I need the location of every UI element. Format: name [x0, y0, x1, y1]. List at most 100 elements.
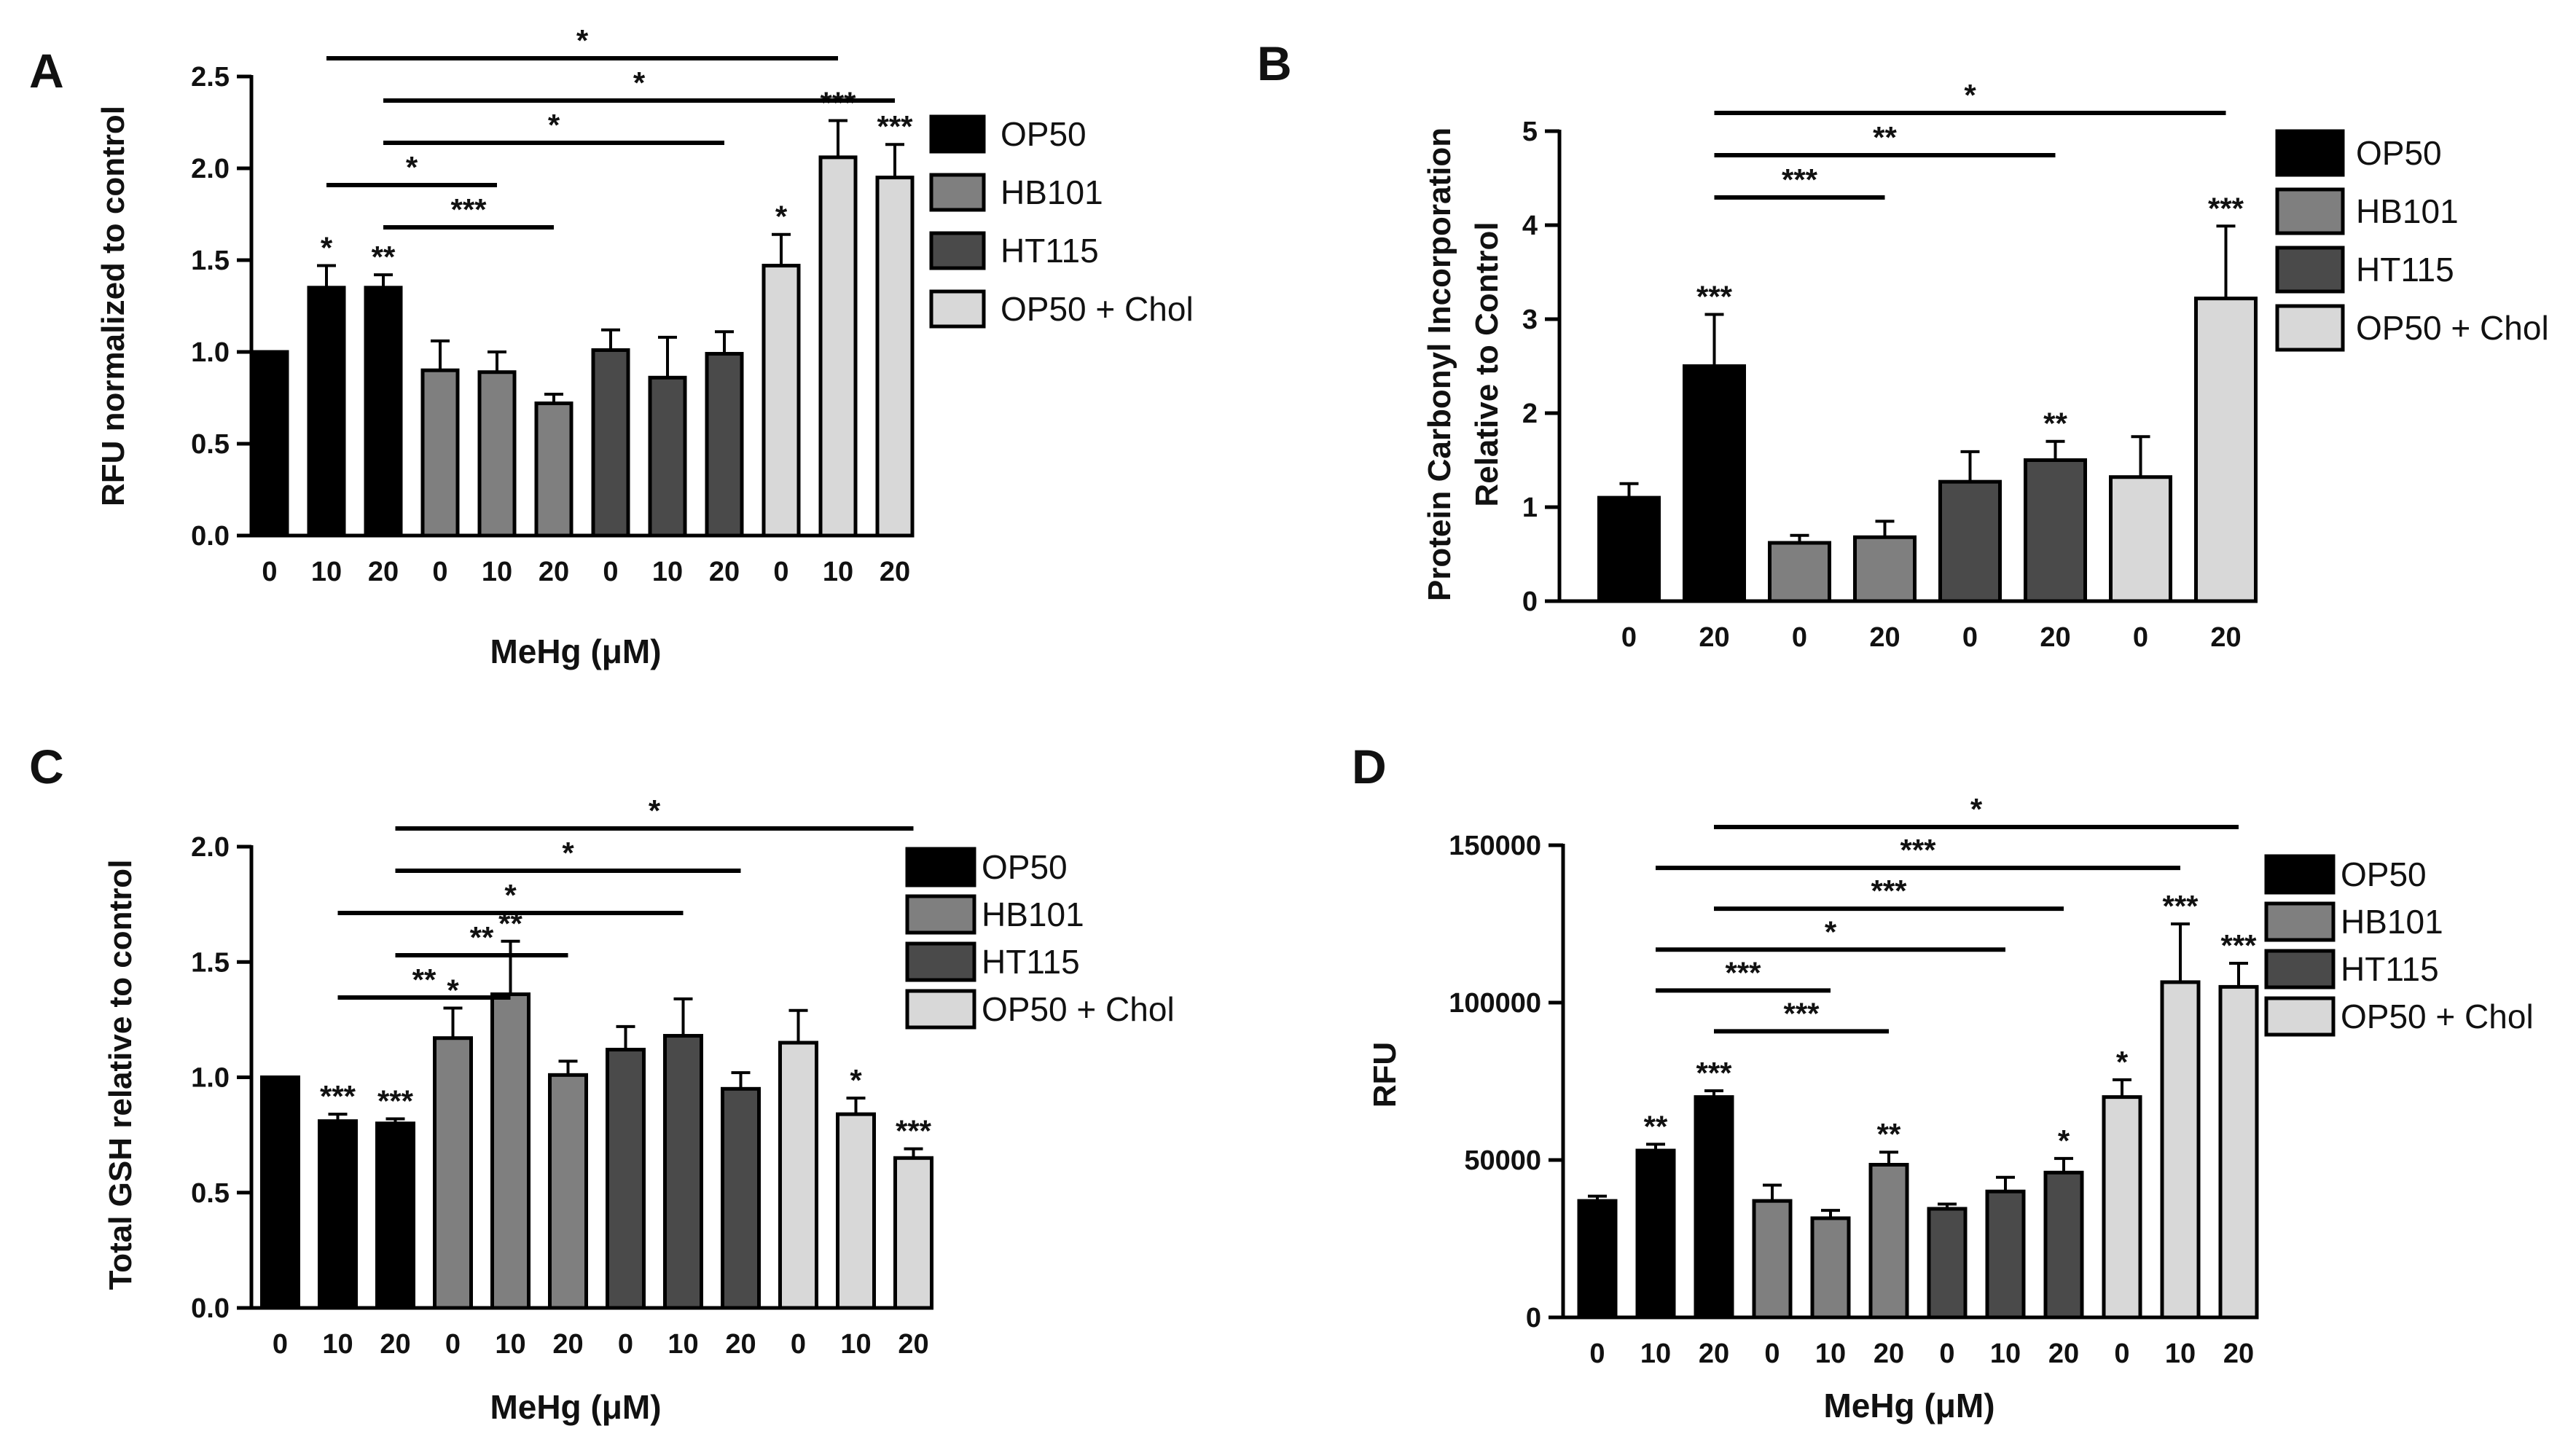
- bar: [2194, 297, 2258, 603]
- legend-label: HB101: [2341, 903, 2443, 941]
- x-tick-label: 0: [1792, 622, 1807, 653]
- y-axis-label: Total GSH relative to control: [103, 860, 138, 1290]
- comparison-label: ***: [1782, 162, 1818, 197]
- x-tick-label: 20: [898, 1329, 928, 1360]
- bar: [1985, 1189, 2026, 1320]
- bar: [1577, 1199, 1618, 1320]
- panel-letter: C: [29, 740, 64, 793]
- x-tick-label: 10: [652, 557, 683, 587]
- legend-label: HB101: [2356, 192, 2459, 230]
- y-tick-label: 0.5: [191, 1178, 230, 1209]
- significance-label: ***: [2208, 191, 2244, 225]
- legend: OP50 HB101 HT115 OP50 + Chol: [2264, 854, 2534, 1037]
- y-tick-label: 0.0: [191, 1293, 230, 1324]
- x-tick-label: 20: [1699, 1339, 1729, 1369]
- bar: [1853, 535, 1917, 603]
- legend-label: OP50: [2341, 855, 2427, 893]
- significance-label: *: [850, 1063, 862, 1097]
- significance-label: **: [1877, 1117, 1901, 1151]
- comparison-label: ***: [1871, 874, 1907, 908]
- x-tick-label: 10: [668, 1329, 698, 1360]
- comparison-label: *: [633, 66, 646, 100]
- bar: [364, 286, 403, 538]
- bar: [1868, 1162, 1909, 1320]
- bar: [836, 1112, 876, 1310]
- legend-label: HB101: [982, 896, 1084, 933]
- bar: [2160, 980, 2201, 1320]
- y-tick-label: 1.5: [191, 246, 230, 276]
- bar: [778, 1041, 818, 1310]
- significance-label: **: [372, 240, 396, 274]
- significance-label: ***: [1696, 1056, 1732, 1090]
- x-tick-label: 20: [539, 557, 569, 587]
- y-tick-label: 50000: [1464, 1145, 1541, 1176]
- bar: [762, 264, 801, 538]
- legend-swatch: [2275, 187, 2345, 235]
- y-tick-label: 3: [1522, 305, 1538, 335]
- significance-label: ***: [2220, 928, 2257, 963]
- bar: [1683, 364, 1746, 603]
- panel-letter: D: [1352, 740, 1387, 793]
- bar: [875, 176, 915, 538]
- y-tick-label: 0.5: [191, 429, 230, 460]
- x-tick-label: 20: [1874, 1339, 1904, 1369]
- legend-swatch: [905, 989, 976, 1030]
- y-tick-label: 1.0: [191, 337, 230, 368]
- y-tick-label: 0: [1522, 587, 1538, 617]
- x-tick-label: 0: [603, 557, 618, 587]
- x-tick-label: 10: [1990, 1339, 2021, 1369]
- x-axis-label: MeHg (μM): [1823, 1387, 1994, 1424]
- bar: [1810, 1216, 1851, 1320]
- legend-label: OP50: [1001, 115, 1087, 153]
- legend-swatch: [905, 894, 976, 935]
- x-tick-label: 20: [725, 1329, 756, 1360]
- x-tick-label: 0: [1764, 1339, 1780, 1369]
- x-tick-label: 10: [322, 1329, 353, 1360]
- bar: [2102, 1095, 2142, 1320]
- chart-panel-C: C 0.0 0.5 1.0 1.5 2.0 Total GSH relative to co…: [29, 740, 1175, 1426]
- chart-panel-A: A 0.0 0.5 1.0 1.5 2.0 2.5 RFU normalized to con…: [29, 23, 1194, 670]
- legend-swatch: [929, 289, 986, 329]
- y-tick-label: 2.0: [191, 154, 230, 184]
- legend-label: OP50 + Chol: [982, 990, 1175, 1028]
- bar: [318, 1119, 358, 1310]
- legend-swatch: [2264, 854, 2336, 895]
- comparison-label: ***: [1900, 833, 1936, 867]
- x-tick-label: 10: [1815, 1339, 1846, 1369]
- comparison-label: *: [649, 793, 661, 828]
- bar: [663, 1034, 703, 1310]
- comparison-label: *: [548, 108, 560, 142]
- y-tick-label: 4: [1522, 211, 1538, 241]
- x-tick-label: 0: [1962, 622, 1978, 653]
- legend-label: OP50: [982, 848, 1068, 886]
- x-axis-label: MeHg (μM): [490, 1388, 661, 1426]
- x-tick-label: 0: [773, 557, 788, 587]
- y-axis-label: RFU normalized to control: [95, 106, 131, 506]
- bar: [433, 1036, 473, 1310]
- x-tick-label: 20: [1699, 622, 1729, 653]
- y-tick-label: 1.0: [191, 1063, 230, 1094]
- bar: [648, 375, 687, 538]
- comparison-label: *: [562, 836, 574, 870]
- significance-label: *: [2058, 1124, 2070, 1158]
- legend-swatch: [929, 231, 986, 270]
- x-tick-label: 0: [1589, 1339, 1605, 1369]
- comparison-label: *: [406, 150, 418, 184]
- x-tick-label: 0: [445, 1329, 461, 1360]
- significance-label: *: [2116, 1045, 2129, 1079]
- comparison-label: ***: [1725, 955, 1761, 989]
- x-tick-label: 20: [709, 557, 740, 587]
- y-tick-label: 2: [1522, 399, 1538, 429]
- legend-swatch: [2264, 901, 2336, 942]
- bar: [2218, 984, 2259, 1320]
- bar: [893, 1156, 933, 1310]
- legend-label: HT115: [1001, 232, 1099, 270]
- comparison-label: **: [1873, 120, 1897, 154]
- y-axis-label-line2: Relative to Control: [1469, 222, 1505, 506]
- legend-label: OP50: [2356, 134, 2442, 172]
- bar: [1938, 479, 2002, 603]
- x-tick-label: 0: [618, 1329, 633, 1360]
- x-tick-label: 20: [2040, 622, 2070, 653]
